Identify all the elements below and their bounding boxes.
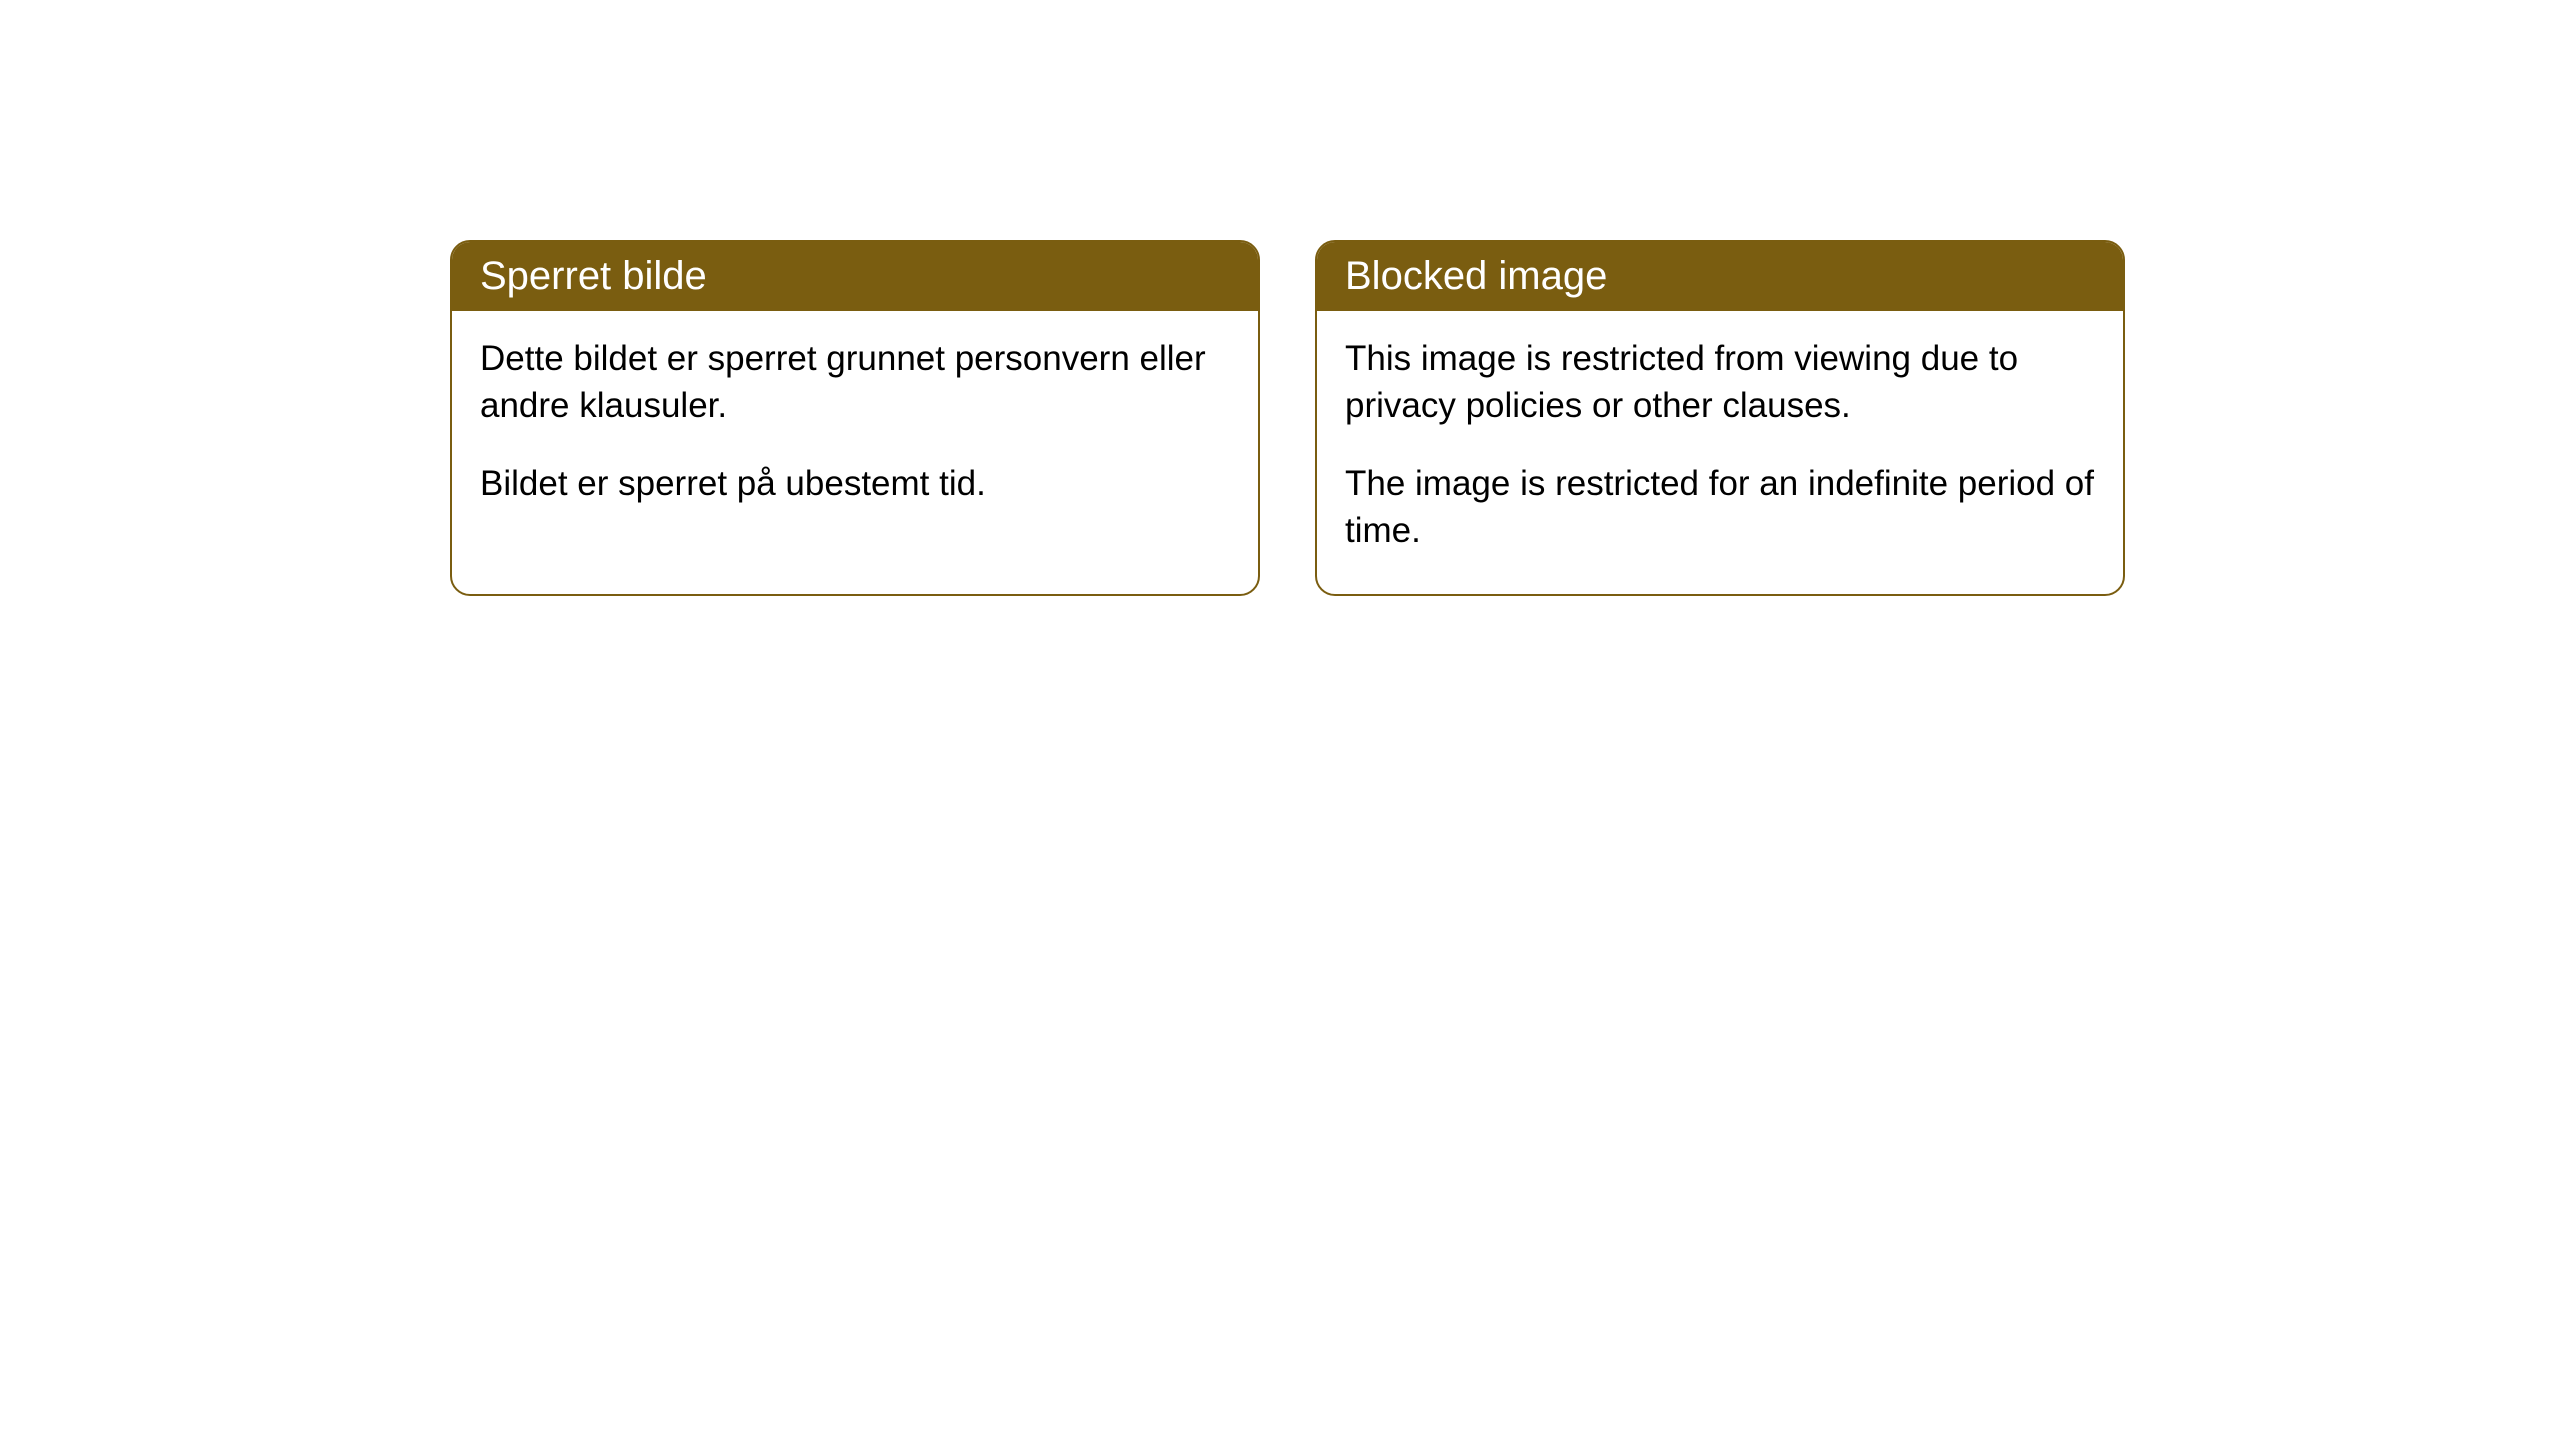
card-title: Sperret bilde xyxy=(480,254,707,298)
card-paragraph: Dette bildet er sperret grunnet personve… xyxy=(480,335,1230,430)
card-paragraph: This image is restricted from viewing du… xyxy=(1345,335,2095,430)
notice-card-english: Blocked image This image is restricted f… xyxy=(1315,240,2125,596)
card-body: Dette bildet er sperret grunnet personve… xyxy=(452,311,1258,547)
notice-card-norwegian: Sperret bilde Dette bildet er sperret gr… xyxy=(450,240,1260,596)
card-body: This image is restricted from viewing du… xyxy=(1317,311,2123,594)
card-header: Sperret bilde xyxy=(452,242,1258,311)
notice-cards-container: Sperret bilde Dette bildet er sperret gr… xyxy=(0,0,2560,596)
card-paragraph: The image is restricted for an indefinit… xyxy=(1345,460,2095,555)
card-paragraph: Bildet er sperret på ubestemt tid. xyxy=(480,460,1230,507)
card-header: Blocked image xyxy=(1317,242,2123,311)
card-title: Blocked image xyxy=(1345,254,1607,298)
